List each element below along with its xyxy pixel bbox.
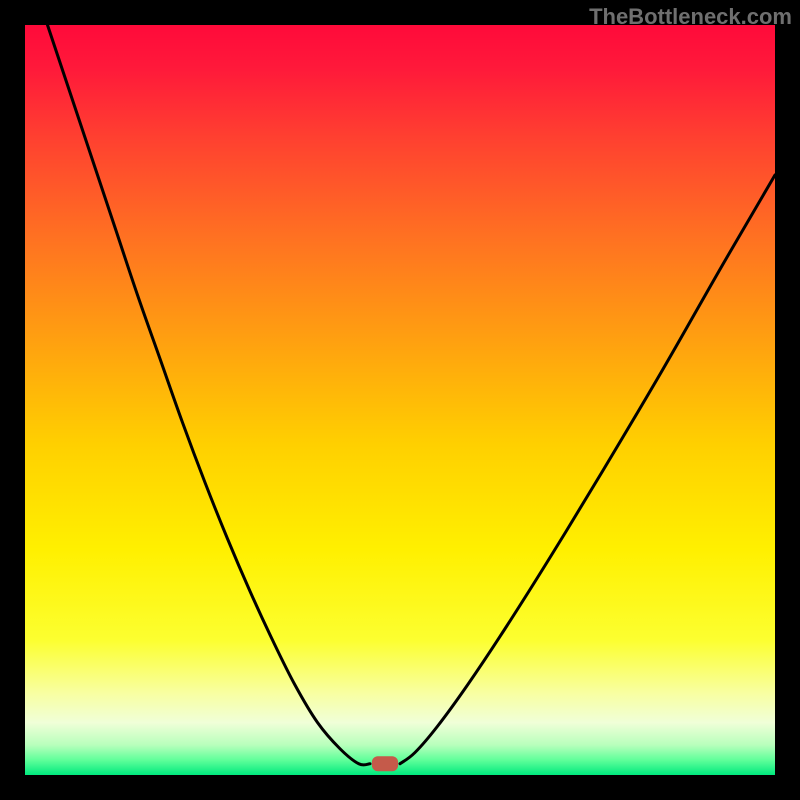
- bottleneck-marker: [372, 756, 398, 771]
- watermark-text: TheBottleneck.com: [589, 4, 792, 30]
- bottleneck-chart: [0, 0, 800, 800]
- chart-container: TheBottleneck.com: [0, 0, 800, 800]
- plot-background: [25, 25, 775, 775]
